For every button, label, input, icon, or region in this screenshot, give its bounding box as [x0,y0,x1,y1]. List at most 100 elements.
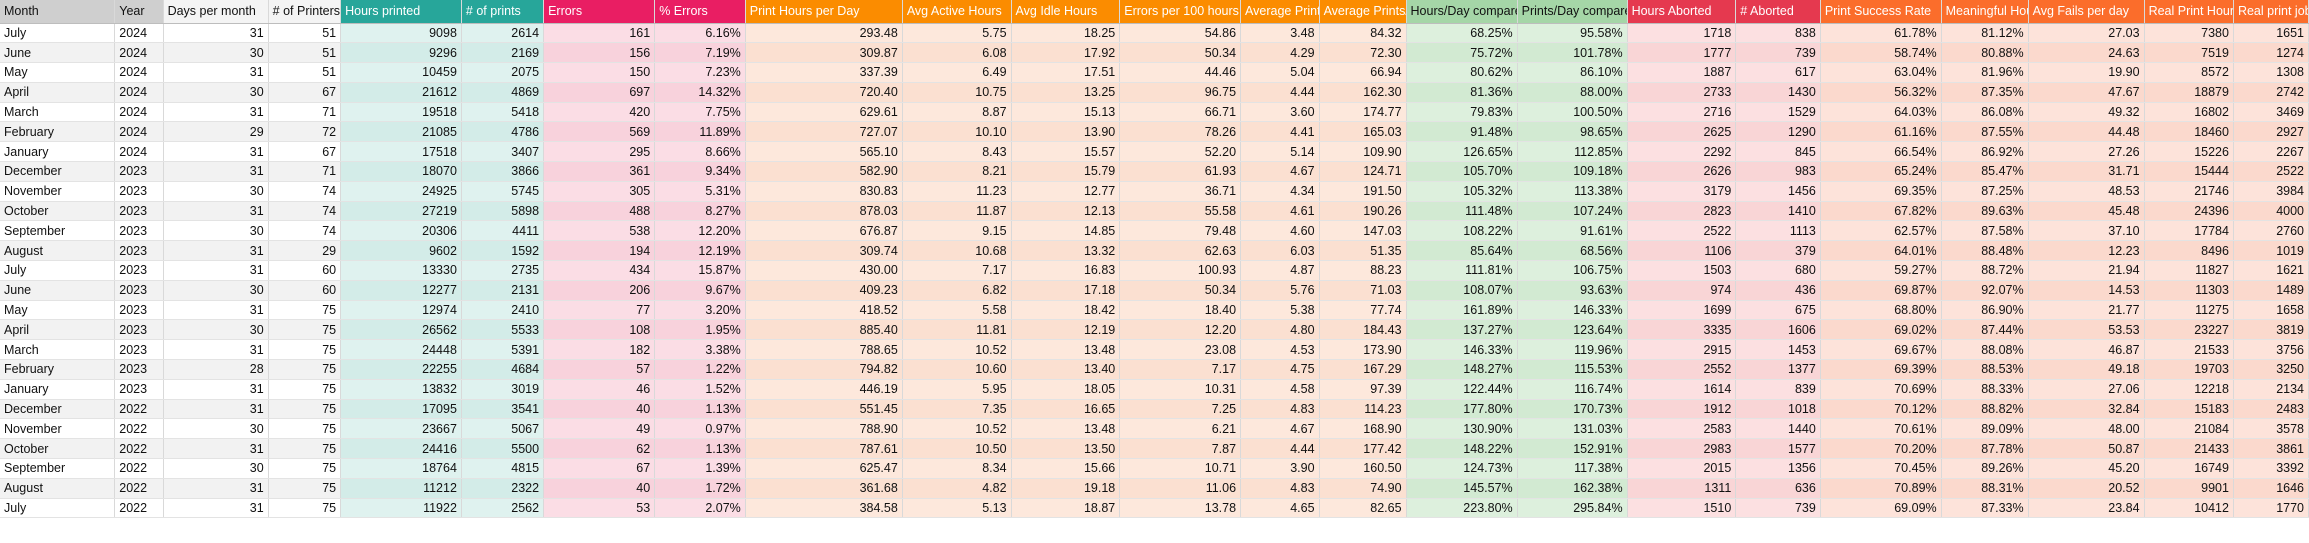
cell-errors[interactable]: 182 [543,339,656,361]
cell-errors-per-100-hours[interactable]: 54.86 [1119,23,1242,44]
cell-of-prints[interactable]: 4684 [461,359,545,380]
cell-aborted[interactable]: 1290 [1735,121,1821,143]
cell-of-printers[interactable]: 60 [268,280,342,301]
cell-prints-day-compared[interactable]: 295.84% [1517,498,1628,519]
cell-hours-aborted[interactable]: 3179 [1627,181,1737,202]
cell-average-print-duration[interactable]: 4.60 [1240,220,1320,242]
cell-errors-per-100-hours[interactable]: 52.20 [1119,141,1242,163]
cell-print-hours-per-day[interactable]: 384.58 [745,498,903,519]
cell-month[interactable]: January [0,141,116,163]
cell-of-printers[interactable]: 75 [268,418,342,440]
cell-aborted[interactable]: 1456 [1735,181,1821,202]
cell-print-success-rate[interactable]: 70.20% [1820,438,1942,460]
col-header-average-prints-day[interactable]: Average Prints/Day [1319,0,1407,24]
cell-errors-per-100-hours[interactable]: 96.75 [1119,82,1242,103]
cell-of-printers[interactable]: 75 [268,438,342,460]
cell-of-prints[interactable]: 2075 [461,62,545,83]
cell-errors[interactable]: 194 [543,240,656,262]
cell-avg-idle-hours[interactable]: 15.57 [1011,141,1121,163]
cell-avg-idle-hours[interactable]: 13.48 [1011,418,1121,440]
cell-hours-printed[interactable]: 20306 [340,220,462,242]
cell-hours-aborted[interactable]: 1614 [1627,379,1737,400]
cell-avg-active-hours[interactable]: 10.10 [902,121,1012,143]
cell-avg-idle-hours[interactable]: 18.05 [1011,379,1121,400]
cell-errors[interactable]: 6.16% [654,23,746,44]
cell-hours-day-compared[interactable]: 111.48% [1406,201,1518,222]
cell-of-printers[interactable]: 75 [268,300,342,321]
cell-year[interactable]: 2023 [114,201,164,222]
cell-print-hours-per-day[interactable]: 551.45 [745,399,903,420]
cell-meaningful-hours[interactable]: 87.25% [1941,181,2029,202]
cell-print-success-rate[interactable]: 69.87% [1820,280,1942,301]
cell-of-printers[interactable]: 75 [268,359,342,380]
cell-meaningful-hours[interactable]: 88.48% [1941,240,2029,262]
cell-average-print-duration[interactable]: 4.83 [1240,399,1320,420]
cell-real-print-hours[interactable]: 23227 [2144,319,2234,341]
cell-prints-day-compared[interactable]: 101.78% [1517,42,1628,64]
cell-hours-printed[interactable]: 21612 [340,82,462,103]
cell-aborted[interactable]: 845 [1735,141,1821,163]
cell-hours-aborted[interactable]: 2552 [1627,359,1737,380]
cell-real-print-hours[interactable]: 24396 [2144,201,2234,222]
cell-month[interactable]: May [0,62,116,83]
cell-of-prints[interactable]: 3019 [461,379,545,400]
cell-meaningful-hours[interactable]: 87.78% [1941,438,2029,460]
cell-hours-aborted[interactable]: 1106 [1627,240,1737,262]
cell-year[interactable]: 2023 [114,181,164,202]
cell-errors[interactable]: 40 [543,478,656,499]
cell-month[interactable]: September [0,220,116,242]
cell-real-print-hours[interactable]: 17784 [2144,220,2234,242]
cell-prints-day-compared[interactable]: 95.58% [1517,23,1628,44]
cell-print-success-rate[interactable]: 70.45% [1820,458,1942,479]
cell-avg-idle-hours[interactable]: 17.18 [1011,280,1121,301]
cell-meaningful-hours[interactable]: 86.90% [1941,300,2029,321]
cell-hours-day-compared[interactable]: 126.65% [1406,141,1518,163]
cell-average-prints-day[interactable]: 124.71 [1319,161,1407,182]
cell-average-print-duration[interactable]: 3.48 [1240,23,1320,44]
cell-print-success-rate[interactable]: 65.24% [1820,161,1942,182]
cell-month[interactable]: November [0,181,116,202]
cell-real-print-jobs[interactable]: 3392 [2233,458,2309,479]
cell-days-per-month[interactable]: 31 [163,201,269,222]
cell-hours-day-compared[interactable]: 79.83% [1406,102,1518,123]
cell-avg-active-hours[interactable]: 6.08 [902,42,1012,64]
cell-print-hours-per-day[interactable]: 878.03 [745,201,903,222]
cell-hours-aborted[interactable]: 2733 [1627,82,1737,103]
cell-errors[interactable]: 361 [543,161,656,182]
cell-hours-day-compared[interactable]: 122.44% [1406,379,1518,400]
cell-errors-per-100-hours[interactable]: 62.63 [1119,240,1242,262]
cell-of-prints[interactable]: 5500 [461,438,545,460]
cell-average-print-duration[interactable]: 5.76 [1240,280,1320,301]
cell-print-hours-per-day[interactable]: 794.82 [745,359,903,380]
cell-avg-idle-hours[interactable]: 18.25 [1011,23,1121,44]
cell-days-per-month[interactable]: 28 [163,359,269,380]
cell-meaningful-hours[interactable]: 87.44% [1941,319,2029,341]
cell-hours-day-compared[interactable]: 124.73% [1406,458,1518,479]
cell-hours-printed[interactable]: 26562 [340,319,462,341]
cell-of-prints[interactable]: 4411 [461,220,545,242]
cell-of-prints[interactable]: 5391 [461,339,545,361]
cell-of-printers[interactable]: 74 [268,220,342,242]
cell-meaningful-hours[interactable]: 86.92% [1941,141,2029,163]
cell-errors-per-100-hours[interactable]: 61.93 [1119,161,1242,182]
cell-avg-active-hours[interactable]: 8.43 [902,141,1012,163]
cell-aborted[interactable]: 838 [1735,23,1821,44]
cell-avg-active-hours[interactable]: 6.49 [902,62,1012,83]
cell-errors-per-100-hours[interactable]: 10.31 [1119,379,1242,400]
cell-year[interactable]: 2023 [114,379,164,400]
cell-hours-aborted[interactable]: 1718 [1627,23,1737,44]
cell-prints-day-compared[interactable]: 116.74% [1517,379,1628,400]
cell-meaningful-hours[interactable]: 89.09% [1941,418,2029,440]
cell-print-success-rate[interactable]: 61.16% [1820,121,1942,143]
cell-avg-fails-per-day[interactable]: 27.26 [2028,141,2145,163]
cell-year[interactable]: 2023 [114,359,164,380]
cell-errors[interactable]: 150 [543,62,656,83]
cell-average-prints-day[interactable]: 167.29 [1319,359,1407,380]
cell-hours-printed[interactable]: 11922 [340,498,462,519]
cell-real-print-jobs[interactable]: 3250 [2233,359,2309,380]
cell-aborted[interactable]: 1430 [1735,82,1821,103]
cell-prints-day-compared[interactable]: 113.38% [1517,181,1628,202]
cell-average-prints-day[interactable]: 177.42 [1319,438,1407,460]
cell-print-hours-per-day[interactable]: 361.68 [745,478,903,499]
cell-hours-aborted[interactable]: 2583 [1627,418,1737,440]
